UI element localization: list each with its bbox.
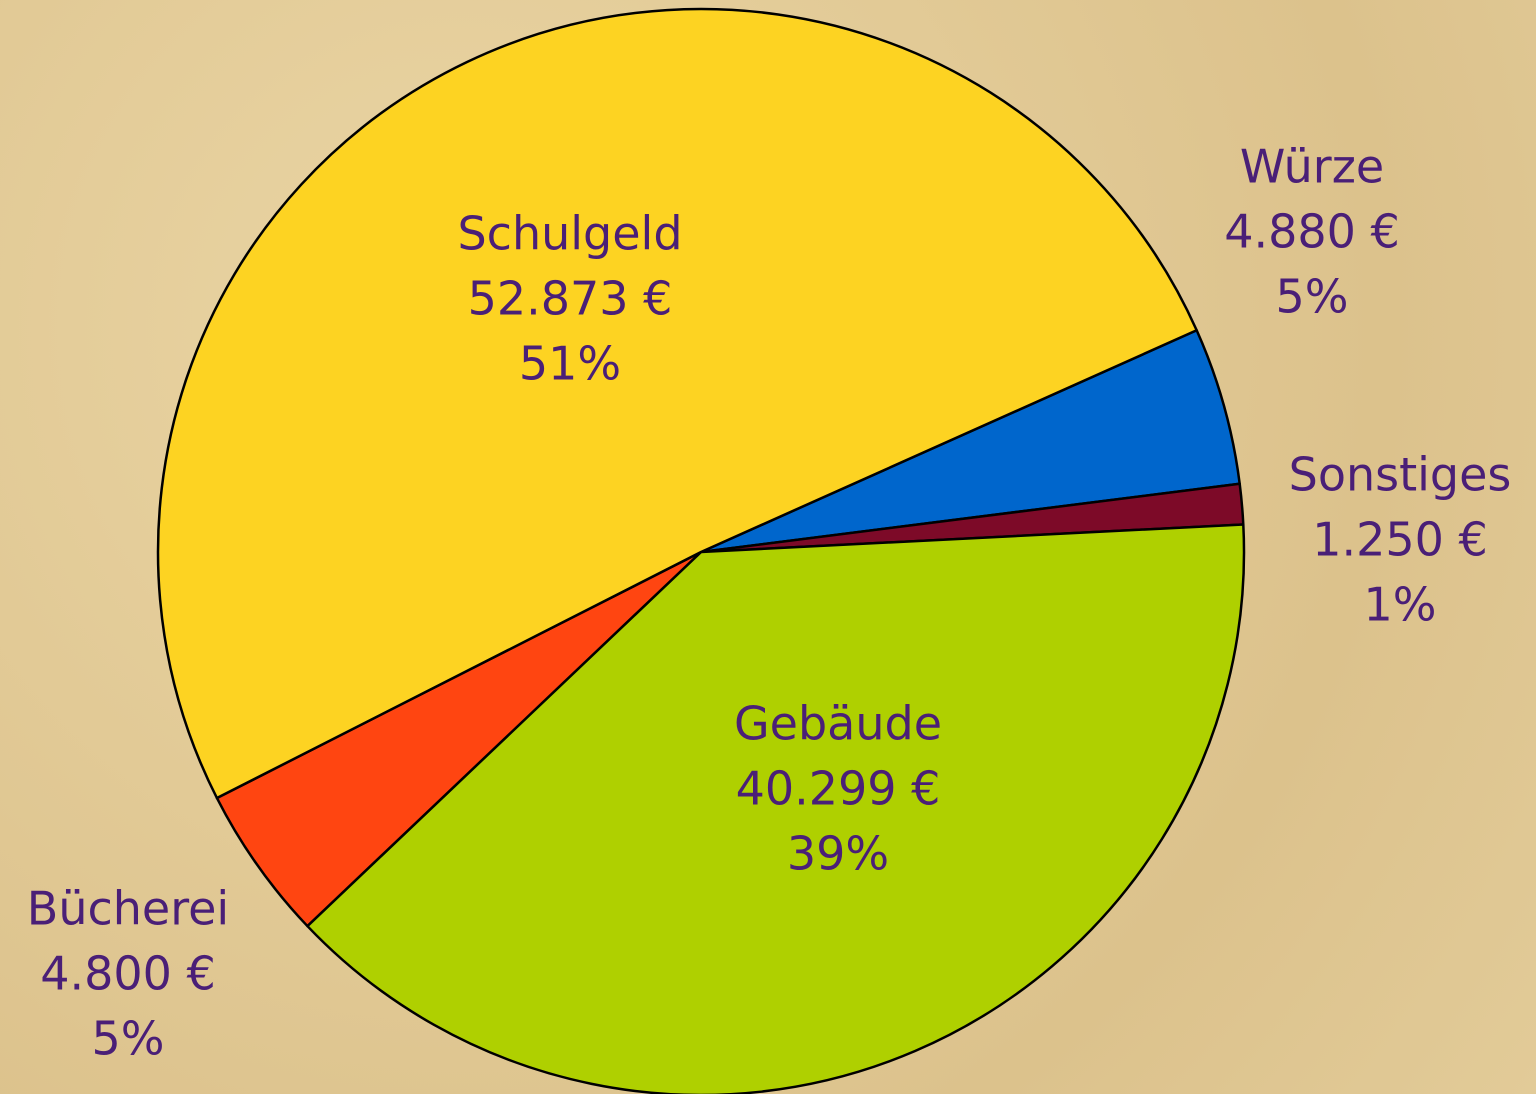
slice-label: Würze: [1240, 140, 1384, 194]
value-label: 4.880 €: [1224, 205, 1400, 259]
percent-label: 5%: [92, 1012, 165, 1066]
slice-label: Gebäude: [734, 697, 942, 751]
slice-label: Schulgeld: [457, 207, 682, 261]
value-label: 40.299 €: [736, 762, 941, 816]
value-label: 52.873 €: [468, 272, 673, 326]
slice-label: Sonstiges: [1289, 448, 1512, 502]
value-label: 1.250 €: [1312, 513, 1488, 567]
percent-label: 51%: [519, 337, 621, 391]
pie-slice: [699, 329, 1241, 554]
pie-slice: [215, 550, 703, 928]
value-label: 4.800 €: [40, 947, 216, 1001]
slice-label: Bücherei: [27, 882, 229, 936]
pie-slice: [306, 523, 1246, 1094]
percent-label: 1%: [1364, 578, 1437, 632]
percent-label: 5%: [1276, 270, 1349, 324]
pie-slice: [156, 7, 1198, 800]
percent-label: 39%: [787, 827, 889, 881]
